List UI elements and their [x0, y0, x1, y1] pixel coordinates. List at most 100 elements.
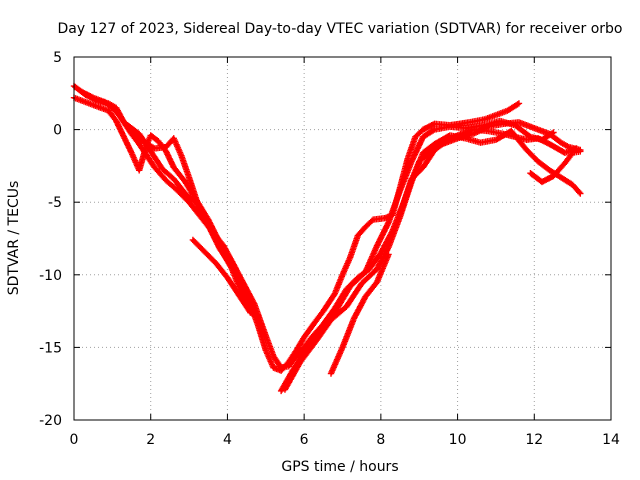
- data-point: [299, 361, 302, 363]
- data-point: [537, 160, 540, 163]
- data-point: [464, 137, 467, 140]
- data-point: [207, 224, 210, 227]
- data-point: [571, 183, 574, 186]
- data-point: [115, 106, 118, 109]
- series-track-6: [527, 148, 584, 186]
- data-point: [468, 121, 470, 124]
- data-point: [518, 102, 520, 105]
- data-point: [80, 90, 83, 93]
- data-point: [406, 157, 409, 160]
- data-point: [226, 276, 229, 279]
- data-point: [456, 134, 459, 137]
- data-point: [180, 154, 183, 157]
- data-point: [192, 239, 194, 241]
- data-point: [349, 256, 352, 259]
- data-point: [433, 128, 436, 131]
- data-point: [349, 285, 352, 288]
- data-point: [525, 149, 528, 151]
- data-point: [303, 346, 306, 349]
- data-point: [387, 221, 390, 224]
- data-point: [422, 128, 424, 131]
- y-axis-label: SDTVAR / TECUs: [6, 181, 22, 296]
- data-point: [257, 316, 260, 318]
- data-point: [433, 149, 436, 151]
- data-point: [422, 166, 424, 169]
- data-point: [280, 366, 283, 369]
- data-point: [272, 355, 275, 358]
- data-point: [284, 388, 286, 391]
- data-point: [203, 250, 206, 253]
- x-tick-label: 2: [146, 432, 155, 448]
- data-point: [138, 143, 141, 146]
- data-point: [153, 166, 156, 169]
- data-point: [379, 252, 382, 254]
- data-point: [410, 160, 413, 163]
- data-point: [548, 143, 551, 146]
- y-tick-label: -5: [48, 195, 62, 211]
- data-point: [138, 169, 141, 172]
- data-point: [330, 372, 332, 375]
- data-point: [372, 218, 375, 221]
- data-point: [92, 96, 95, 99]
- data-point: [506, 109, 509, 112]
- data-point: [479, 141, 482, 144]
- data-point: [518, 121, 520, 124]
- data-point: [122, 135, 125, 138]
- data-point: [560, 141, 563, 144]
- data-point: [498, 119, 501, 122]
- data-point: [525, 138, 528, 141]
- tick-labels: 0 2 4 6 8 10 12 14 5 0 -5 -10 -15 -20: [39, 50, 620, 448]
- data-point: [472, 133, 474, 135]
- data-point: [280, 390, 283, 392]
- data-point: [107, 109, 110, 112]
- data-point: [464, 127, 467, 130]
- data-point: [364, 295, 367, 298]
- data-point: [238, 285, 240, 288]
- data-point: [537, 137, 540, 140]
- data-point: [376, 281, 378, 283]
- x-tick-label: 8: [376, 432, 385, 448]
- data-point: [295, 355, 298, 358]
- data-point: [360, 282, 363, 285]
- data-point: [172, 178, 175, 180]
- data-point: [341, 273, 344, 276]
- x-tick-label: 14: [602, 432, 620, 448]
- data-point: [96, 105, 98, 108]
- data-point: [249, 297, 252, 299]
- data-point: [422, 135, 424, 138]
- data-point: [487, 130, 490, 132]
- data-point: [564, 162, 566, 164]
- data-point: [449, 125, 451, 128]
- data-point: [472, 128, 474, 131]
- data-point: [510, 130, 513, 132]
- data-point: [422, 151, 424, 154]
- data-point: [218, 247, 221, 250]
- x-tick-label: 0: [70, 432, 79, 448]
- data-point: [149, 134, 152, 137]
- data-point: [184, 192, 187, 195]
- data-point: [157, 140, 160, 143]
- data-point: [188, 176, 190, 179]
- y-tick-label: 5: [53, 50, 62, 66]
- data-point: [333, 311, 336, 314]
- data-point: [364, 270, 367, 273]
- data-point: [410, 178, 413, 180]
- x-tick-label: 6: [300, 432, 309, 448]
- data-point: [333, 292, 336, 295]
- data-point: [345, 305, 348, 308]
- data-point: [111, 106, 114, 109]
- data-point: [541, 180, 543, 183]
- chart-title: Day 127 of 2023, Sidereal Day-to-day VTE…: [58, 21, 623, 37]
- y-tick-label: -20: [39, 413, 62, 429]
- data-point: [445, 140, 447, 143]
- data-point: [433, 122, 436, 125]
- data-point: [483, 118, 486, 121]
- data-point: [529, 172, 532, 175]
- data-point: [330, 318, 332, 321]
- data-point: [257, 324, 260, 327]
- data-point: [322, 310, 325, 312]
- data-point: [579, 192, 582, 195]
- data-point: [567, 146, 570, 148]
- data-point: [560, 176, 563, 179]
